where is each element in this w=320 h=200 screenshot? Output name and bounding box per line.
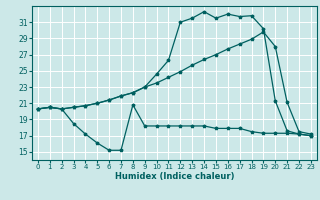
X-axis label: Humidex (Indice chaleur): Humidex (Indice chaleur)	[115, 172, 234, 181]
